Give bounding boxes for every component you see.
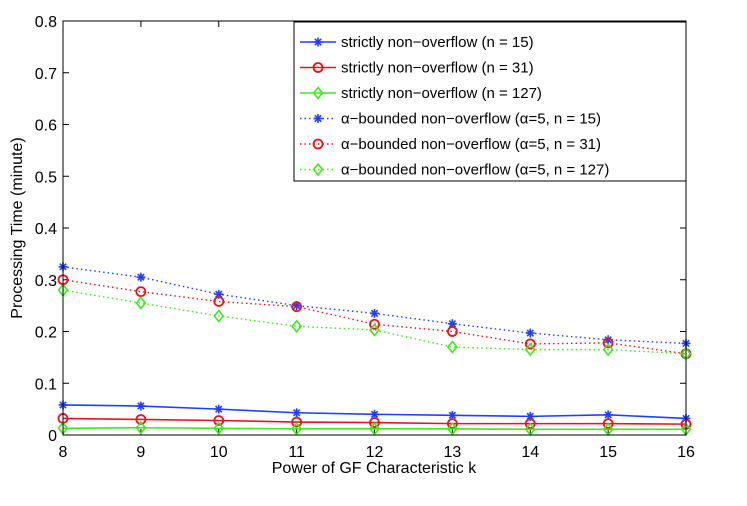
data-point (446, 422, 458, 436)
x-tick-label: 13 (443, 444, 461, 461)
legend-entry: strictly non−overflow (n = 15) (300, 34, 534, 51)
data-point (136, 272, 146, 282)
data-point (312, 62, 324, 73)
y-tick-label: 0.7 (35, 66, 57, 83)
data-point (313, 114, 323, 123)
y-tick-label: 0.4 (35, 221, 57, 238)
data-point (312, 162, 324, 177)
data-point (313, 37, 323, 47)
data-point (135, 420, 147, 435)
y-tick-label: 0.6 (35, 118, 57, 135)
y-tick-label: 0.8 (35, 14, 57, 31)
data-point (525, 411, 535, 421)
data-point (602, 418, 614, 430)
data-point (524, 418, 536, 430)
y-tick-label: 0 (48, 428, 57, 445)
data-point (214, 404, 224, 414)
data-point (292, 408, 302, 418)
tick-labels: 8 9 10 11 12 13 14 15 16 0 0.1 0.2 0.3 0.4 0.5 0.6 0.7 0.… (35, 14, 695, 461)
data-point (291, 301, 303, 313)
y-tick-label: 0.1 (35, 376, 57, 393)
legend-label: strictly non−overflow (n = 15) (341, 34, 534, 51)
x-axis-title: Power of GF Characteristic k (272, 460, 478, 477)
legend: strictly non−overflow (n = 15) strictly n… (293, 21, 687, 182)
data-point (213, 309, 225, 323)
data-point (446, 326, 458, 337)
legend-entry: α−bounded non−overflow (α=5, n = 15) (300, 111, 601, 128)
data-point (312, 138, 324, 150)
data-point (603, 410, 613, 420)
data-point (135, 286, 147, 298)
data-point (446, 340, 458, 354)
y-tick-label: 0.5 (35, 169, 57, 186)
legend-label: strictly non−overflow (n = 127) (341, 85, 542, 102)
legend-label: α−bounded non−overflow (α=5, n = 31) (341, 136, 601, 153)
data-point (291, 416, 303, 428)
data-point (213, 421, 225, 436)
data-point (525, 328, 535, 338)
data-point (369, 318, 380, 330)
legend-box (293, 21, 687, 182)
x-tick-label: 12 (366, 444, 384, 461)
data-point (136, 401, 146, 411)
x-tick-label: 9 (136, 444, 145, 461)
series-line (62, 426, 686, 431)
y-tick-label: 0.2 (35, 325, 57, 342)
x-tick-label: 16 (677, 444, 695, 461)
data-point (602, 337, 614, 349)
data-point (370, 308, 379, 318)
data-point (369, 417, 380, 428)
y-tick-label: 0.3 (35, 273, 57, 290)
data-point (213, 296, 225, 307)
data-point (369, 422, 380, 436)
data-point (135, 414, 147, 425)
data-point (370, 409, 379, 419)
legend-label: α−bounded non−overflow (α=5, n = 15) (341, 111, 601, 128)
x-tick-label: 15 (599, 444, 617, 461)
x-tick-label: 10 (210, 444, 228, 461)
data-point (291, 319, 303, 334)
legend-label: α−bounded non−overflow (α=5, n = 127) (341, 162, 609, 179)
data-point (369, 323, 380, 337)
series (57, 420, 692, 437)
legend-entry: α−bounded non−overflow (α=5, n = 31) (300, 136, 601, 153)
data-point (524, 338, 536, 350)
data-point (291, 422, 303, 436)
x-tick-label: 14 (521, 444, 539, 461)
data-point (312, 86, 324, 100)
x-tick-label: 8 (59, 444, 68, 461)
data-point (602, 342, 614, 357)
x-tick-label: 11 (288, 444, 305, 461)
legend-entry: strictly non−overflow (n = 31) (300, 60, 534, 77)
legend-label: strictly non−overflow (n = 31) (341, 60, 534, 77)
plot-frame (62, 20, 687, 436)
data-point (213, 415, 225, 426)
data-point (135, 296, 147, 310)
data-point (524, 342, 536, 357)
y-axis-title: Processing Time (minute) (9, 137, 26, 318)
legend-entry: α−bounded non−overflow (α=5, n = 127) (300, 162, 609, 179)
legend-entry: strictly non−overflow (n = 127) (300, 85, 542, 102)
